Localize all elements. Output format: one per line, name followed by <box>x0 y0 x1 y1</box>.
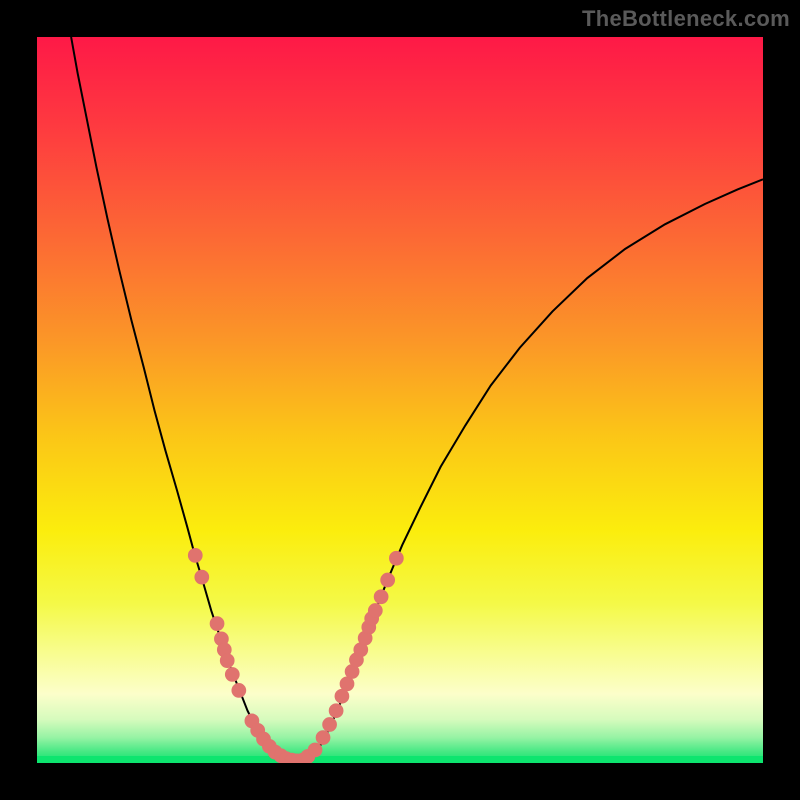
curve-marker <box>308 743 322 757</box>
curve-marker <box>316 731 330 745</box>
curve-marker <box>323 718 337 732</box>
curve-marker <box>232 683 246 697</box>
curve-marker <box>220 654 234 668</box>
curve-marker <box>225 667 239 681</box>
curve-marker <box>188 548 202 562</box>
curve-marker <box>389 551 403 565</box>
curve-marker <box>329 704 343 718</box>
curve-marker <box>340 677 354 691</box>
curve-marker <box>195 570 209 584</box>
plot-area <box>37 37 763 763</box>
watermark-text: TheBottleneck.com <box>582 6 790 32</box>
v-curve-path <box>71 37 763 761</box>
curve-layer <box>37 37 763 763</box>
curve-marker <box>368 604 382 618</box>
chart-container: TheBottleneck.com <box>0 0 800 800</box>
curve-marker <box>210 617 224 631</box>
curve-marker <box>374 590 388 604</box>
marker-group <box>188 548 403 763</box>
curve-marker <box>335 689 349 703</box>
curve-marker <box>381 573 395 587</box>
